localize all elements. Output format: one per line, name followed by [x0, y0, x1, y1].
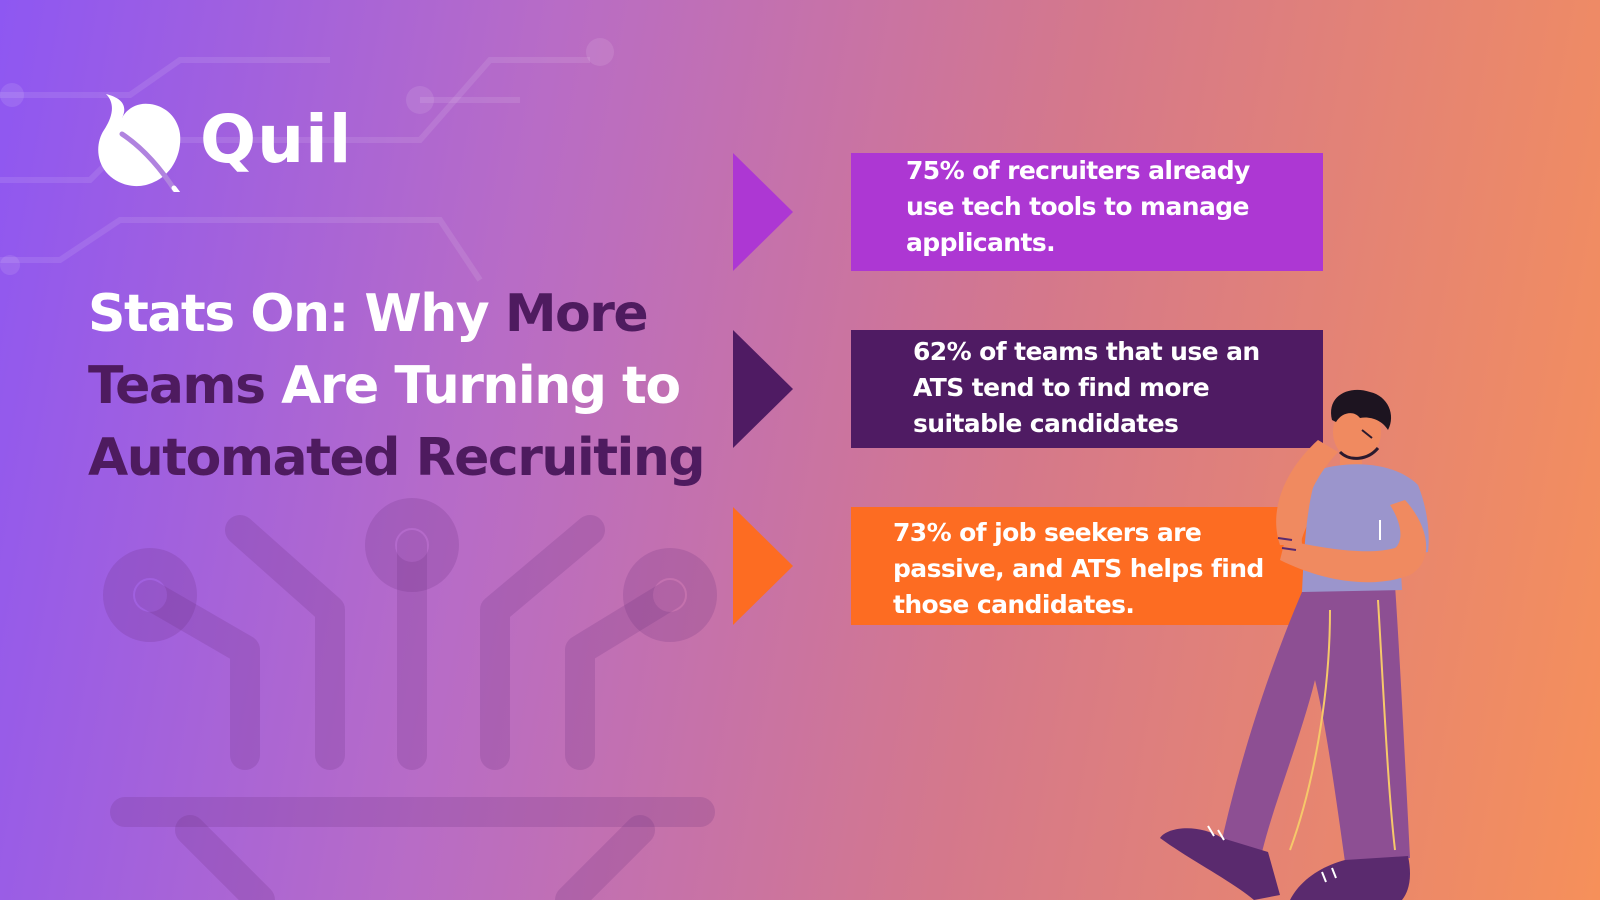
stat-arrow-shape: [733, 153, 793, 271]
stat-card: 75% of recruiters already use tech tools…: [851, 153, 1323, 271]
stat-arrow-icon: [733, 153, 793, 271]
stat-text: 62% of teams that use an ATS tend to fin…: [913, 337, 1260, 438]
stat-arrow-shape: [733, 507, 793, 625]
brand-logo: Quil: [92, 88, 352, 192]
stat-text: 75% of recruiters already use tech tools…: [906, 156, 1250, 257]
headline-segment: More: [504, 284, 649, 344]
page-headline: Stats On: Why More Teams Are Turning to …: [88, 278, 706, 494]
stat-card: 62% of teams that use an ATS tend to fin…: [851, 330, 1323, 448]
headline-line-2: Teams Are Turning to: [88, 350, 704, 422]
headline-segment: Stats On: Why: [88, 284, 505, 344]
headline-segment: Teams: [88, 356, 282, 416]
stat-card: 73% of job seekers are passive, and ATS …: [851, 507, 1323, 625]
stat-arrow-icon: [733, 330, 793, 448]
headline-line-3: Automated Recruiting: [88, 422, 706, 494]
headline-line-1: Stats On: Why More: [88, 278, 704, 350]
headline-segment: Automated Recruiting: [88, 428, 706, 488]
stat-arrow-shape: [733, 330, 793, 448]
thinking-person-illustration: [1160, 389, 1429, 900]
headline-segment: Are Turning to: [281, 356, 681, 416]
stat-arrow-icon: [733, 507, 793, 625]
brand-name: Quil: [200, 101, 353, 178]
stat-text: 73% of job seekers are passive, and ATS …: [893, 518, 1264, 619]
leaf-icon: [98, 94, 181, 192]
